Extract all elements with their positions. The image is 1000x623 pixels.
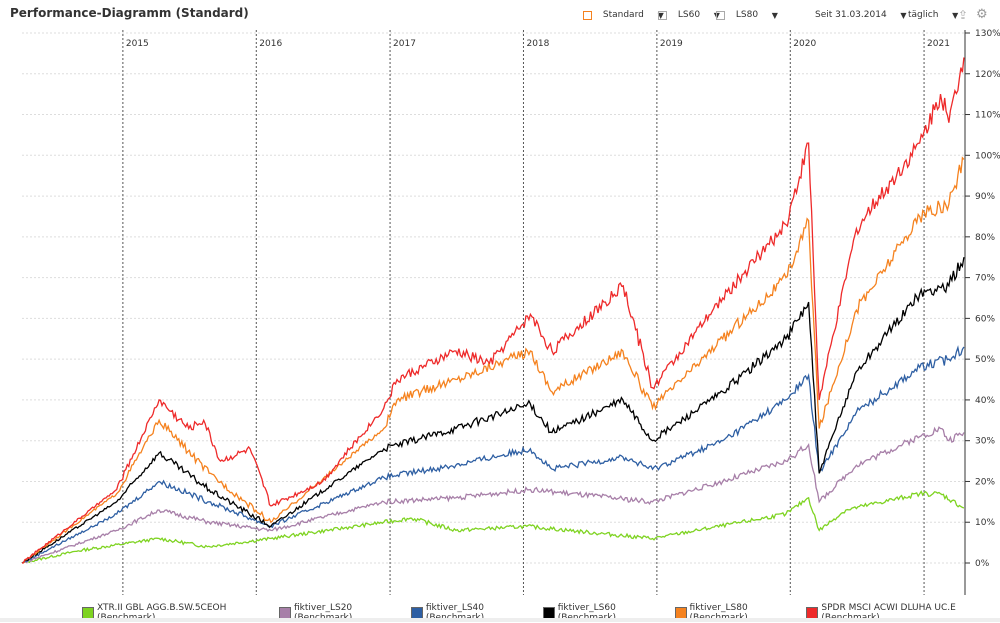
x-tick-label: 2015 <box>126 39 149 49</box>
checkbox-icon <box>658 10 667 20</box>
performance-chart: 0% 10% 20% 30% 40% 50% 60% 70% 80% 90% 100% 110% 120… <box>21 29 1000 595</box>
interval-label: täglich <box>908 10 939 20</box>
y-tick-label: 30% <box>975 437 995 447</box>
footer-bar <box>0 618 1000 622</box>
gear-icon[interactable]: ⚙ <box>976 7 988 22</box>
export-icon[interactable]: ⇪ <box>958 8 969 22</box>
x-tick-label: 2017 <box>393 39 416 49</box>
series-line <box>21 257 965 564</box>
series-line <box>21 57 965 564</box>
x-tick-label: 2019 <box>660 39 683 49</box>
y-tick-label: 10% <box>975 518 995 528</box>
x-tick-label: 2018 <box>526 39 549 49</box>
y-tick-label: 40% <box>975 396 995 406</box>
period-label: Seit 31.03.2014 <box>815 10 887 20</box>
interval-dropdown[interactable]: täglich ▼ <box>908 10 958 20</box>
dropdown-icon: ▼ <box>900 10 907 20</box>
series-line <box>21 490 965 564</box>
y-tick-label: 90% <box>975 192 995 202</box>
series-line <box>21 426 965 564</box>
y-tick-label: 70% <box>975 274 995 284</box>
selector-label: LS80 <box>735 10 759 20</box>
selector-standard[interactable]: Standard ▼ <box>583 10 664 20</box>
y-tick-label: 0% <box>975 559 990 569</box>
checkbox-icon <box>716 10 725 20</box>
y-tick-label: 50% <box>975 355 995 365</box>
period-dropdown[interactable]: Seit 31.03.2014 ▼ <box>815 10 907 20</box>
y-tick-label: 130% <box>975 29 1000 39</box>
checkbox-icon <box>583 10 592 20</box>
y-tick-label: 60% <box>975 314 995 324</box>
series-line <box>21 345 965 564</box>
y-tick-label: 110% <box>975 111 1000 121</box>
y-tick-label: 120% <box>975 70 1000 80</box>
selector-label: LS60 <box>677 10 701 20</box>
x-tick-label: 2020 <box>793 39 816 49</box>
y-tick-label: 100% <box>975 151 1000 161</box>
dropdown-icon: ▼ <box>952 10 959 20</box>
series-line <box>21 156 965 564</box>
y-tick-label: 20% <box>975 477 995 487</box>
selector-label: Standard <box>602 10 644 20</box>
dropdown-icon: ▼ <box>657 10 664 20</box>
y-tick-label: 80% <box>975 233 995 243</box>
x-tick-label: 2021 <box>927 39 950 49</box>
x-tick-label: 2016 <box>259 39 282 49</box>
selector-ls80[interactable]: LS80 ▼ <box>716 10 778 20</box>
page-title: Performance-Diagramm (Standard) <box>10 6 249 20</box>
dropdown-icon: ▼ <box>771 10 778 20</box>
